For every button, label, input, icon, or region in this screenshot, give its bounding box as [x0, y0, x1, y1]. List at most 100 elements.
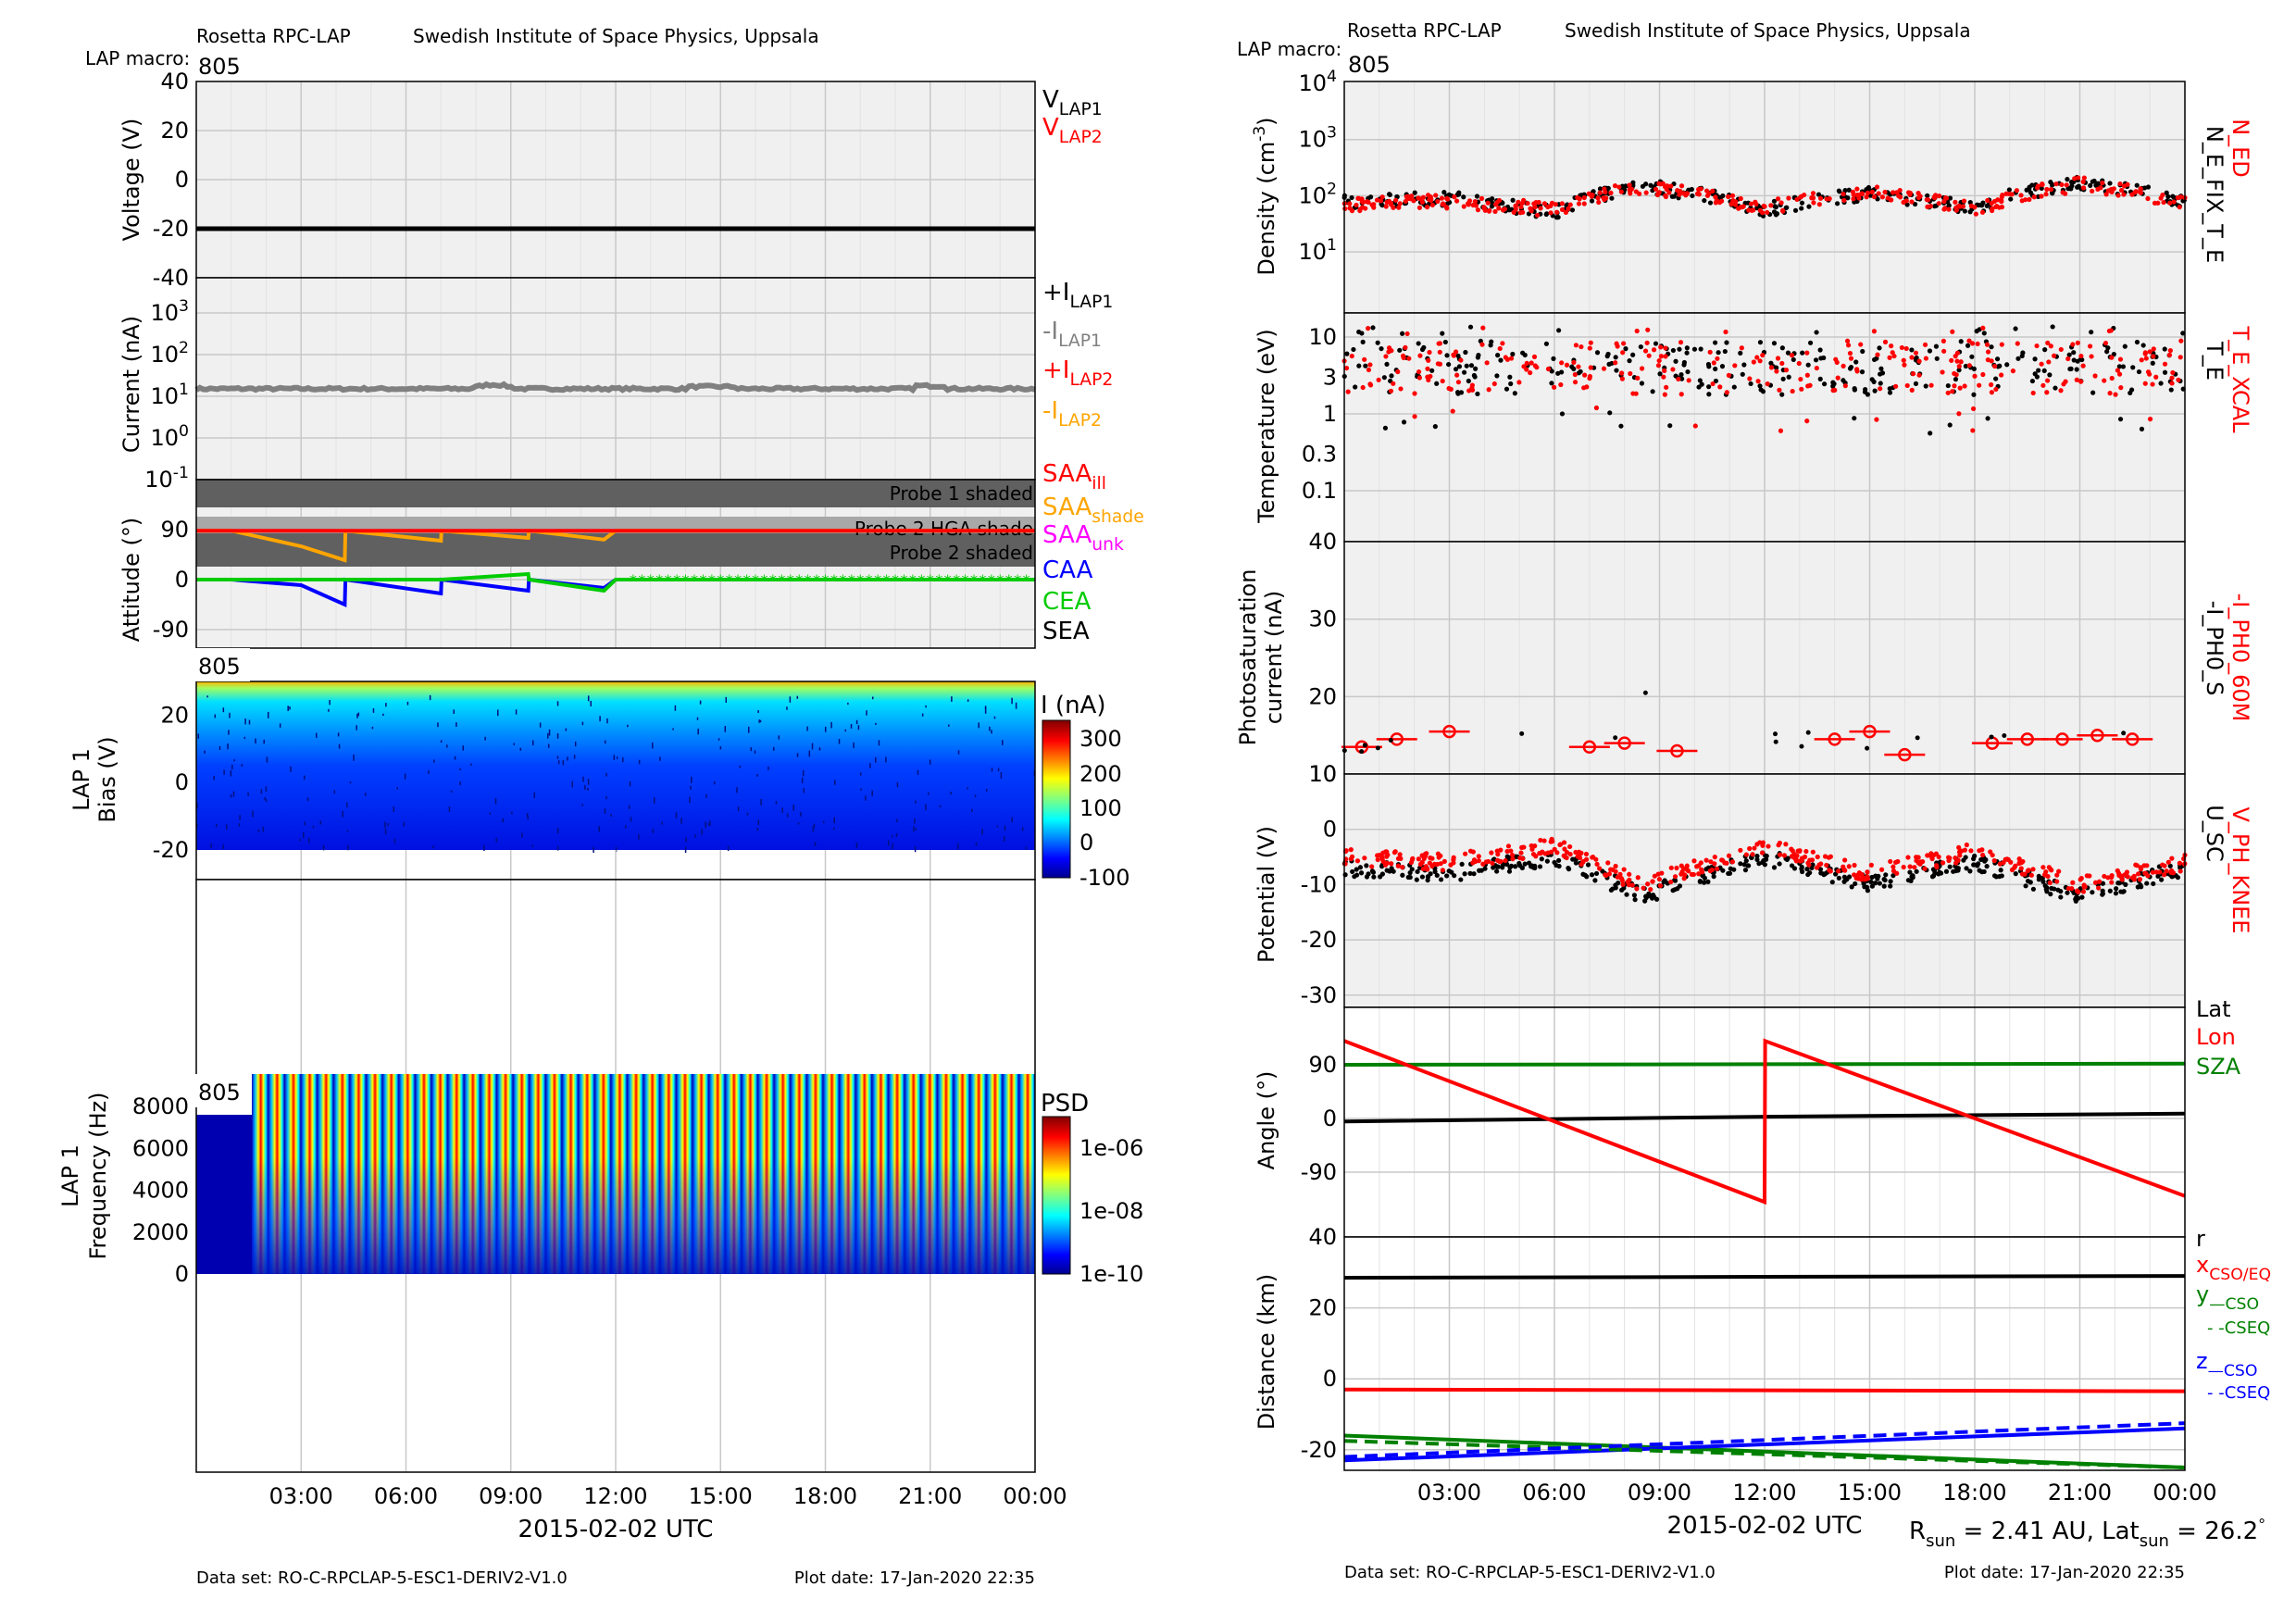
density-ned-point — [1486, 208, 1492, 214]
density-ned-point — [1810, 195, 1816, 201]
density-ned-point — [2103, 192, 2109, 197]
density-ned-point — [1794, 196, 1800, 203]
temperature-texcal-point — [1842, 383, 1848, 389]
temperature-te-point — [1684, 350, 1690, 356]
temperature-te-point — [1488, 343, 1493, 348]
potential-vphknee-point — [1776, 843, 1781, 848]
temperature-te-point — [2134, 339, 2140, 345]
temperature-texcal-point — [1711, 360, 1716, 366]
right-xtick: 06:00 — [1522, 1480, 1586, 1505]
potential-usc-point — [1619, 887, 1625, 893]
sweep-heatmap-speck — [548, 729, 551, 736]
sweep-heatmap-speck — [773, 746, 775, 751]
attitude-cea-marker: * — [743, 571, 751, 589]
temperature-te-point — [1571, 366, 1577, 372]
temperature-texcal-point — [1804, 372, 1810, 378]
potential-usc-point — [1711, 874, 1716, 880]
density-ned-point — [1496, 206, 1502, 211]
temperature-texcal-point — [1796, 360, 1802, 367]
rsun-lat-degree: ° — [2258, 1516, 2265, 1533]
density-ned-point — [2072, 176, 2078, 181]
temperature-texcal-point — [1635, 375, 1641, 381]
density-ned-point — [1732, 202, 1739, 207]
temperature-te-point — [1670, 347, 1677, 354]
temperature-texcal-point — [1453, 349, 1459, 355]
temperature-texcal-point — [2153, 374, 2159, 380]
temperature-te-point — [1344, 351, 1350, 356]
distance-tick: 40 — [1308, 1224, 1337, 1250]
sweep-heatmap-speck — [672, 728, 674, 731]
density-nefixte-point — [1597, 186, 1603, 192]
temperature-te-point — [1467, 324, 1474, 330]
sweep-heatmap-speck — [675, 812, 678, 818]
temperature-te-point — [2015, 356, 2021, 361]
sweep-heatmap-speck — [238, 823, 241, 827]
potential-usc-point — [1877, 881, 1882, 886]
voltage-legend-vlap1: VLAP1 — [1042, 86, 1103, 119]
potential-usc-point — [2090, 890, 2095, 895]
sweep-heatmap-speck — [705, 821, 706, 829]
temperature-te-point — [1504, 386, 1510, 392]
attitude-cea-marker: * — [778, 571, 785, 589]
sweep-heatmap-speck — [565, 728, 568, 731]
potential-usc-point — [1881, 877, 1887, 882]
temperature-texcal-point — [1613, 360, 1618, 366]
potential-vphknee-point — [1409, 856, 1416, 863]
density-ned-point — [2132, 190, 2138, 195]
sweep-heatmap-speck — [267, 711, 269, 718]
density-nefixte-point — [1669, 194, 1675, 199]
temperature-texcal-point — [1989, 390, 1995, 395]
sweep-heatmap-speck — [329, 700, 331, 706]
potential-vphknee-point — [1674, 865, 1679, 871]
sweep-heatmap-speck — [719, 745, 722, 750]
potential-usc-point — [1846, 874, 1853, 880]
sweep-heatmap-speck — [527, 815, 529, 820]
density-nefixte-point — [1799, 200, 1805, 206]
sweep-tick: 0 — [175, 769, 189, 795]
sweep-heatmap-speck — [792, 804, 794, 811]
photo-i-ph0-60m-point — [1670, 743, 1684, 758]
photo-i-ph0-60m-point — [2055, 732, 2069, 746]
attitude-cea-marker: * — [900, 571, 907, 589]
temperature-texcal-point — [1343, 365, 1350, 371]
temperature-texcal-point — [2151, 346, 2156, 352]
temperature-texcal-point — [2065, 356, 2071, 362]
potential-vphknee-point — [1641, 885, 1646, 891]
potential-usc-point — [1449, 869, 1454, 875]
density-nefixte-point — [2068, 180, 2075, 185]
attitude-legend-2-base: SAA — [1042, 521, 1092, 549]
sweep-heatmap-speck — [718, 738, 720, 741]
sweep-heatmap-speck — [519, 747, 522, 751]
right-xtick: 18:00 — [1942, 1480, 2006, 1505]
sweep-heatmap-speck — [727, 845, 730, 852]
sweep-heatmap-speck — [696, 717, 699, 720]
attitude-cea-marker: * — [962, 571, 969, 589]
potential-usc-point — [2159, 877, 2165, 882]
potential-vphknee-point — [1429, 863, 1435, 869]
photo-ylabel1: Photosaturation — [1235, 569, 1261, 746]
attitude-ylabel: Attitude (°) — [119, 518, 144, 642]
potential-usc-point — [1907, 869, 1913, 875]
density-nefixte-point — [1630, 182, 1636, 188]
temperature-te-point — [1785, 350, 1791, 356]
temperature-te-point — [1578, 369, 1583, 374]
angle-tick: 90 — [1308, 1052, 1337, 1078]
temperature-texcal-point — [1789, 353, 1795, 358]
sweep-heatmap-speck — [652, 829, 655, 833]
potential-vphknee-point — [2136, 871, 2141, 877]
density-ned-point — [2171, 199, 2177, 205]
current-legend-plus-lap1-sub: LAP1 — [1069, 293, 1113, 312]
potential-vphknee-point — [1828, 854, 1833, 859]
temperature-texcal-point — [1854, 369, 1860, 374]
potential-vphknee-point — [2105, 875, 2111, 881]
potential-vphknee-point — [2084, 873, 2090, 879]
density-ylabel-a: Density (cm — [1254, 142, 1279, 276]
current-tick: 102 — [150, 339, 189, 368]
potential-vphknee-point — [2028, 872, 2034, 878]
photo-i-ph0-s-point — [1799, 743, 1804, 749]
temperature-texcal-point — [1977, 382, 1982, 388]
sweep-heatmap-speck — [737, 806, 740, 812]
potential-usc-point — [1784, 856, 1790, 862]
density-ned-point — [2161, 199, 2166, 206]
potential-usc-point — [1350, 868, 1355, 875]
